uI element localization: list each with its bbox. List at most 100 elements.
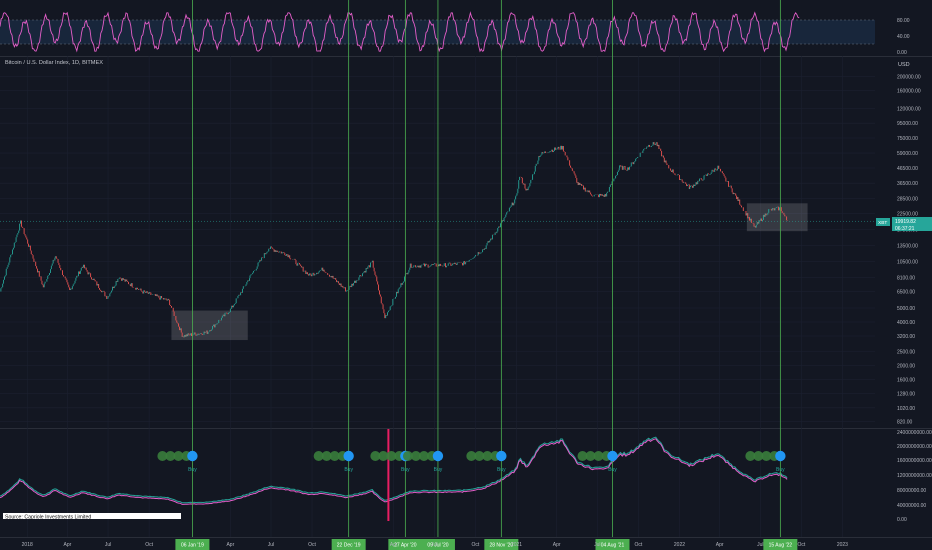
signal-date-tag xyxy=(175,539,210,550)
x-tick-label: Jul xyxy=(268,542,274,548)
x-tick-label: 2021 xyxy=(511,542,522,548)
x-tick-label: 2018 xyxy=(22,542,33,548)
signal-marker: Buy xyxy=(434,467,443,473)
signal-dot xyxy=(474,451,485,461)
x-axis: 2018 Apr Jul Oct Apr Jul Oct Apr Jul Oct 2021 Apr Ju… xyxy=(22,542,849,548)
y-tick-label: 8100.00 xyxy=(897,276,915,282)
y-axis: 200000.00 160000.00 120000.00 95000.00 75000… xyxy=(897,18,932,523)
signal-dot xyxy=(187,450,198,462)
signal-date-label: 04 Aug '21 xyxy=(601,543,625,549)
signal-dot xyxy=(466,451,477,461)
oscillator-pane xyxy=(0,11,875,53)
signal-date-tag xyxy=(388,539,423,550)
y-tick-label: 75000.00 xyxy=(897,136,918,142)
signal-dot xyxy=(607,450,618,462)
x-tick-label: Apr xyxy=(553,542,561,548)
signal-marker: Buy xyxy=(401,467,410,473)
price-label: XBT 19919.82 06:37:21 xyxy=(876,217,932,232)
signal-dot xyxy=(593,451,604,461)
x-tick-label: Jul xyxy=(594,542,600,548)
x-tick-label: Jul xyxy=(757,542,763,548)
signal-date-tag xyxy=(763,539,798,550)
y-tick-label: 22500.00 xyxy=(897,212,918,218)
x-tick-label: Oct xyxy=(635,542,643,548)
y-tick-label: 2000.00 xyxy=(897,364,915,370)
signal-dot xyxy=(745,451,756,461)
signal-dot xyxy=(418,451,429,461)
signal-date-label: 09 Jul '20 xyxy=(427,543,448,549)
x-tick-label: Oct xyxy=(308,542,316,548)
signal-date-tag xyxy=(595,539,630,550)
price-countdown: 06:37:21 xyxy=(895,226,915,232)
price-pane xyxy=(0,142,875,341)
y-tick-label: 820.00 xyxy=(897,419,913,425)
y-tick-label: 1280.00 xyxy=(897,392,915,398)
signal-date-tag xyxy=(420,539,455,550)
signal-date-label: 27 Apr '20 xyxy=(394,543,417,549)
y-tick-label: 200000.00 xyxy=(897,74,921,80)
lower-line-slow xyxy=(0,438,788,505)
signal-dot xyxy=(585,451,596,461)
signal-dot xyxy=(753,451,764,461)
source-text: Source: Capriole Investments Limited xyxy=(5,514,91,520)
y-tick-label: 10500.00 xyxy=(897,259,918,265)
signal-date-tag xyxy=(331,539,366,550)
lower-tick-label: 2400000000.00 xyxy=(897,430,932,436)
oscillator-tick-label: 40.00 xyxy=(897,34,910,40)
price-symbol: XBT xyxy=(878,220,887,226)
chart-title: Bitcoin / U.S. Dollar Index, 1D, BITMEX xyxy=(5,60,103,66)
lower-tick-label: 2000000000.00 xyxy=(897,444,932,450)
x-tick-label: Jul xyxy=(105,542,111,548)
signal-dot xyxy=(378,451,389,461)
y-tick-label: 2500.00 xyxy=(897,350,915,356)
x-tick-label: 2023 xyxy=(837,542,848,548)
y-tick-label: 59000.00 xyxy=(897,151,918,157)
lower-pane xyxy=(0,429,788,521)
x-tick-label: Apr xyxy=(716,542,724,548)
signal-dot xyxy=(761,451,772,461)
y-tick-label: 28500.00 xyxy=(897,197,918,203)
lower-tick-label: 0.00 xyxy=(897,517,907,523)
source-box: Source: Capriole Investments Limited xyxy=(3,513,181,520)
signal-dot xyxy=(329,451,340,461)
y-tick-label: 46500.00 xyxy=(897,166,918,172)
oscillator-tick-label: 0.00 xyxy=(897,50,907,56)
lower-tick-label: 40000000.00 xyxy=(897,503,926,509)
accumulation-box xyxy=(171,310,248,341)
signal-dot xyxy=(313,451,324,461)
x-tick-label: Oct xyxy=(145,542,153,548)
oscillator-tick-label: 80.00 xyxy=(897,18,910,24)
x-tick-label: Apr xyxy=(64,542,72,548)
y-tick-label: 160000.00 xyxy=(897,88,921,94)
y-tick-label: 1020.00 xyxy=(897,406,915,412)
signal-marker: Buy xyxy=(497,467,506,473)
y-tick-label: 6500.00 xyxy=(897,290,915,296)
y-tick-label: 13500.00 xyxy=(897,244,918,250)
signal-date-label: 06 Jan '19 xyxy=(181,543,204,549)
signal-dot xyxy=(173,451,184,461)
signal-dot xyxy=(370,451,381,461)
y-tick-label: 4000.00 xyxy=(897,320,915,326)
y-tick-label: 1600.00 xyxy=(897,378,915,384)
x-tick-label: Apr xyxy=(390,542,398,548)
lower-tick-label: 1600000000.00 xyxy=(897,458,932,464)
signal-marker: Buy xyxy=(188,467,197,473)
signal-dot xyxy=(165,451,176,461)
signal-dot xyxy=(432,450,444,462)
signal-dot xyxy=(343,450,354,462)
signal-lines: Buy 06 Jan '19 Buy 22 Dec '19 Buy 27 Apr '20 B… xyxy=(157,0,798,550)
signal-date-label: 15 Aug '22 xyxy=(769,543,793,549)
signal-dot xyxy=(775,450,786,462)
y-tick-label: 36500.00 xyxy=(897,181,918,187)
x-tick-label: Oct xyxy=(472,542,480,548)
signal-dot xyxy=(577,451,588,461)
y-tick-label: 95000.00 xyxy=(897,121,918,127)
signal-marker: Buy xyxy=(776,467,785,473)
signal-dot xyxy=(386,451,397,461)
signal-marker: Buy xyxy=(344,467,353,473)
x-tick-label: Oct xyxy=(797,542,805,548)
price-value: 19919.82 xyxy=(895,219,916,225)
x-tick-label: Jul xyxy=(431,542,437,548)
lower-tick-label: 80000000.00 xyxy=(897,488,926,494)
